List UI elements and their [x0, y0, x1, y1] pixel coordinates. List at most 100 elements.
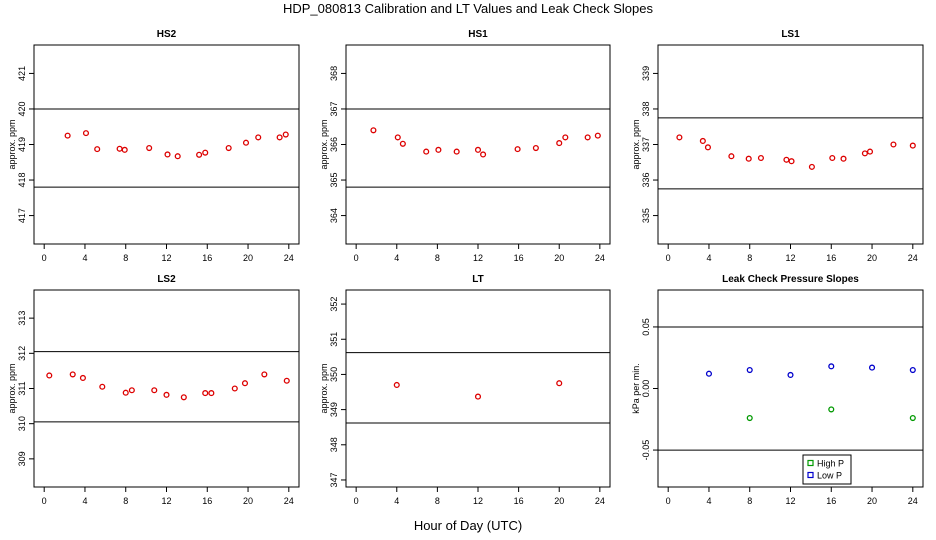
y-tick-label: 368 — [329, 66, 339, 81]
data-point — [556, 140, 563, 147]
x-tick-label: 0 — [354, 496, 359, 506]
data-point — [121, 146, 128, 153]
figure-title: HDP_080813 Calibration and LT Values and… — [282, 1, 654, 16]
data-point — [174, 153, 181, 160]
x-tick-label: 4 — [706, 496, 711, 506]
data-point — [745, 155, 752, 162]
x-tick-label: 16 — [826, 496, 836, 506]
panel-title-hs2: HS2 — [157, 29, 177, 40]
data-point — [788, 158, 795, 165]
data-point — [532, 145, 539, 152]
x-tick-label: 24 — [908, 496, 918, 506]
data-point — [82, 130, 90, 137]
x-tick-label: 24 — [595, 253, 605, 263]
x-tick-label: 16 — [202, 253, 212, 263]
data-point — [99, 383, 106, 390]
data-point — [255, 134, 262, 141]
y-tick-label: 312 — [17, 346, 27, 361]
data-point — [394, 134, 401, 141]
panel-title-hs1: HS1 — [468, 29, 488, 40]
data-point-high-p — [828, 406, 835, 413]
y-tick-label: 349 — [329, 402, 339, 417]
x-tick-label: 8 — [123, 496, 128, 506]
legend-box — [802, 454, 852, 485]
data-point — [163, 391, 170, 398]
x-tick-label: 16 — [202, 496, 212, 506]
y-tick-label: 311 — [17, 381, 27, 395]
x-tick-label: 12 — [161, 253, 171, 263]
data-point — [783, 156, 790, 163]
data-point — [594, 132, 601, 139]
data-point — [116, 145, 123, 152]
data-point — [146, 145, 153, 152]
data-point — [728, 153, 735, 160]
data-point — [128, 387, 135, 394]
plot-frame — [33, 289, 300, 488]
data-point — [94, 146, 101, 153]
x-tick-label: 12 — [161, 496, 171, 506]
y-axis-label: kPa per min. — [631, 363, 641, 414]
y-tick-label: 350 — [329, 367, 339, 382]
x-tick-label: 12 — [785, 253, 795, 263]
data-point — [164, 151, 171, 158]
data-point — [46, 372, 53, 379]
panel-ls2: LS2 0 4 8 12 16 20 24 309 310 311 312 313 approx. ppm — [7, 274, 300, 506]
data-point — [840, 155, 847, 162]
x-tick-label: 20 — [243, 253, 253, 263]
x-tick-label: 12 — [473, 496, 483, 506]
data-point-high-p — [909, 414, 916, 422]
x-tick-label: 4 — [394, 496, 399, 506]
data-point — [370, 127, 377, 134]
data-point — [808, 163, 815, 170]
data-point-low-p — [828, 363, 835, 370]
data-point — [699, 137, 706, 144]
data-point — [231, 385, 238, 392]
legend-marker-high-p — [807, 459, 814, 467]
y-tick-label: 338 — [641, 101, 651, 116]
data-point — [676, 134, 683, 141]
y-axis-label: approx. ppm — [319, 363, 329, 413]
data-point — [890, 141, 897, 148]
x-tick-label: 24 — [284, 253, 294, 263]
data-point — [453, 148, 460, 155]
x-tick-label: 24 — [284, 496, 294, 506]
data-point — [514, 146, 521, 153]
panel-title-lt: LT — [472, 274, 483, 285]
data-point — [435, 146, 442, 153]
legend-marker-low-p — [807, 471, 814, 479]
y-axis-label: approx. ppm — [7, 363, 17, 413]
x-tick-label: 24 — [908, 253, 918, 263]
legend-label-high-p: High P — [817, 459, 844, 469]
panel-ls1: LS1 0 4 8 12 16 20 24 335 336 337 338 339 approx. ppm — [631, 29, 924, 263]
x-tick-label: 20 — [867, 496, 877, 506]
data-point — [241, 380, 249, 387]
x-tick-label: 0 — [354, 253, 359, 263]
y-tick-label: 351 — [329, 332, 339, 347]
data-point — [757, 154, 764, 162]
y-tick-label: 364 — [329, 208, 339, 223]
x-tick-label: 8 — [123, 253, 128, 263]
y-tick-label: 420 — [17, 101, 27, 116]
x-axis-title: Hour of Day (UTC) — [413, 518, 523, 533]
y-tick-label: 352 — [329, 297, 339, 312]
x-tick-label: 4 — [706, 253, 711, 263]
y-tick-label: -0.05 — [641, 440, 651, 461]
panel-hs2: HS2 0 4 8 12 16 20 24 417 418 419 420 421 approx. ppm — [7, 29, 300, 263]
data-point — [829, 154, 836, 162]
plot-frame — [345, 44, 611, 245]
data-point — [866, 148, 874, 155]
data-point — [283, 377, 290, 384]
x-tick-label: 4 — [82, 496, 87, 506]
data-point-low-p — [705, 370, 713, 377]
y-axis-label: approx. ppm — [631, 119, 641, 169]
y-tick-label: 418 — [17, 173, 27, 188]
data-point — [261, 371, 268, 378]
panel-hs1: HS1 0 4 8 12 16 20 24 364 365 366 367 368 approx. ppm — [319, 29, 611, 263]
x-tick-label: 16 — [514, 496, 524, 506]
data-point-low-p — [787, 371, 794, 379]
x-tick-label: 8 — [747, 253, 752, 263]
x-tick-label: 20 — [554, 253, 564, 263]
data-point — [79, 374, 86, 381]
y-tick-label: 366 — [329, 137, 339, 152]
